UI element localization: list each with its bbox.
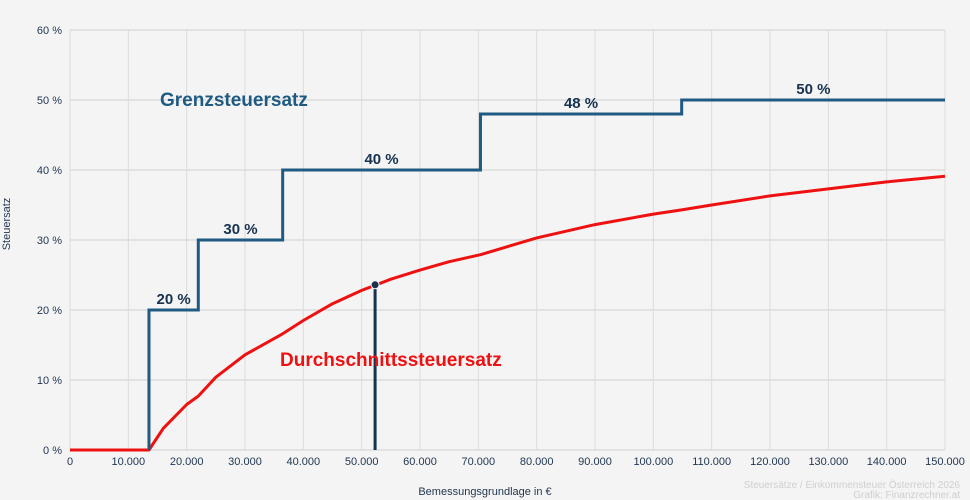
x-axis-title: Bemessungsgrundlage in € bbox=[418, 486, 551, 498]
x-tick-label: 70.000 bbox=[462, 456, 496, 468]
y-tick-label: 30 % bbox=[37, 235, 62, 247]
average-tax-rate-line bbox=[70, 174, 946, 452]
x-tick-label: 110.000 bbox=[692, 456, 731, 468]
x-tick-label: 30.000 bbox=[228, 456, 262, 468]
y-axis-ticks: 0 % 10 % 20 % 30 % 40 % 50 % 60 % bbox=[37, 25, 62, 457]
x-tick-label: 20.000 bbox=[170, 456, 204, 468]
x-tick-label: 10.000 bbox=[112, 456, 146, 468]
x-tick-label: 50.000 bbox=[345, 456, 379, 468]
x-tick-label: 120.000 bbox=[750, 456, 790, 468]
x-tick-label: 90.000 bbox=[578, 456, 612, 468]
credit-line-2: Grafik: Finanzrechner.at bbox=[853, 490, 960, 500]
y-tick-label: 10 % bbox=[37, 375, 62, 387]
y-tick-label: 50 % bbox=[37, 95, 62, 107]
bracket-rate-label: 30 % bbox=[223, 221, 257, 238]
income-marker-dot bbox=[370, 280, 380, 290]
y-tick-label: 60 % bbox=[37, 25, 62, 37]
x-axis-ticks: 0 10.000 20.000 30.000 40.000 50.000 60.000 70.… bbox=[67, 456, 965, 468]
bracket-rate-label: 20 % bbox=[157, 291, 191, 308]
y-tick-label: 20 % bbox=[37, 305, 62, 317]
credit-line-1: Steuersätze / Einkommensteuer Österreich… bbox=[744, 479, 961, 491]
x-tick-label: 0 bbox=[67, 456, 73, 468]
x-tick-label: 40.000 bbox=[287, 456, 321, 468]
x-tick-label: 130.000 bbox=[808, 456, 848, 468]
y-axis-title: Steuersatz bbox=[1, 198, 13, 251]
y-tick-label: 0 % bbox=[43, 445, 62, 457]
marginal-tax-rate-line bbox=[147, 98, 945, 450]
marginal-series-label: Grenzsteuersatz bbox=[160, 90, 308, 111]
x-tick-label: 80.000 bbox=[520, 456, 554, 468]
x-tick-label: 140.000 bbox=[867, 456, 907, 468]
x-tick-label: 60.000 bbox=[403, 456, 437, 468]
bracket-rate-label: 50 % bbox=[796, 81, 830, 98]
x-tick-label: 150.000 bbox=[925, 456, 965, 468]
y-tick-label: 40 % bbox=[37, 165, 62, 177]
x-tick-label: 100.000 bbox=[633, 456, 673, 468]
bracket-rate-labels: 20 % 30 % 40 % 48 % 50 % bbox=[157, 81, 831, 308]
bracket-rate-label: 48 % bbox=[564, 95, 598, 112]
average-series-label: Durchschnittssteuersatz bbox=[280, 350, 502, 371]
bracket-rate-label: 40 % bbox=[364, 151, 398, 168]
